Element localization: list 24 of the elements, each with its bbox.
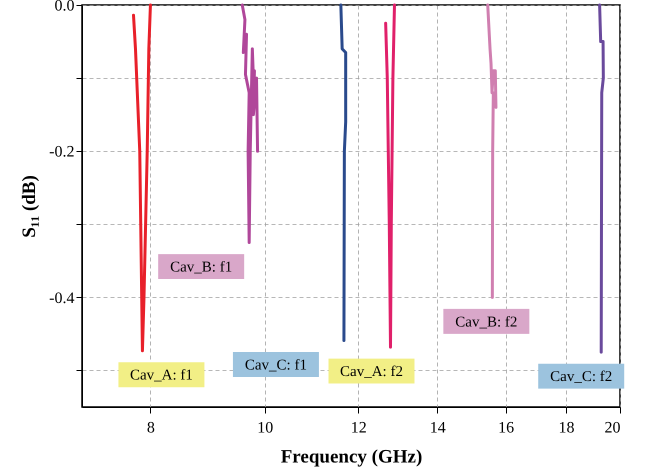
line-series xyxy=(486,4,498,299)
annotation: Cav_B: f2 xyxy=(455,314,518,330)
line-series xyxy=(339,4,348,342)
x-tick-label: 14 xyxy=(430,420,446,436)
y-axis-title: S₁₁ (dB) xyxy=(19,175,40,238)
x-tick-label: 10 xyxy=(257,420,274,436)
line-series xyxy=(384,4,396,349)
x-tick-label: 16 xyxy=(498,420,514,436)
x-tick-label: 20 xyxy=(604,420,620,436)
annotation: Cav_C: f2 xyxy=(550,369,612,386)
annotation: Cav_A: f2 xyxy=(340,364,403,380)
x-tick-label: 12 xyxy=(350,420,367,436)
annotation: Cav_C: f1 xyxy=(244,357,307,374)
x-axis-title: Frequency (GHz) xyxy=(280,446,422,468)
x-tick-label: 18 xyxy=(558,420,575,436)
y-tick-label: -0.4 xyxy=(49,290,74,307)
annotation: Cav_B: f1 xyxy=(170,260,232,276)
x-tick-label: 8 xyxy=(146,420,155,436)
line-series xyxy=(132,4,152,352)
y-tick-label: 0.0 xyxy=(54,0,74,14)
y-tick-label: -0.2 xyxy=(49,144,74,161)
annotation: Cav_A: f1 xyxy=(130,368,193,384)
line-series xyxy=(240,4,260,244)
line-series xyxy=(598,4,605,354)
